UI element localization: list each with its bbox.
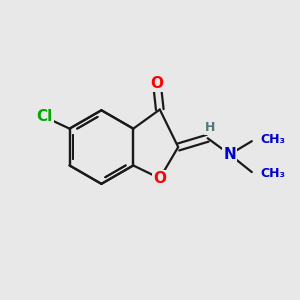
Text: H: H	[205, 121, 215, 134]
Text: O: O	[150, 76, 163, 91]
Text: CH₃: CH₃	[261, 133, 286, 146]
Text: Cl: Cl	[36, 110, 52, 124]
Text: N: N	[223, 147, 236, 162]
Text: CH₃: CH₃	[261, 167, 286, 180]
Text: O: O	[153, 171, 166, 186]
